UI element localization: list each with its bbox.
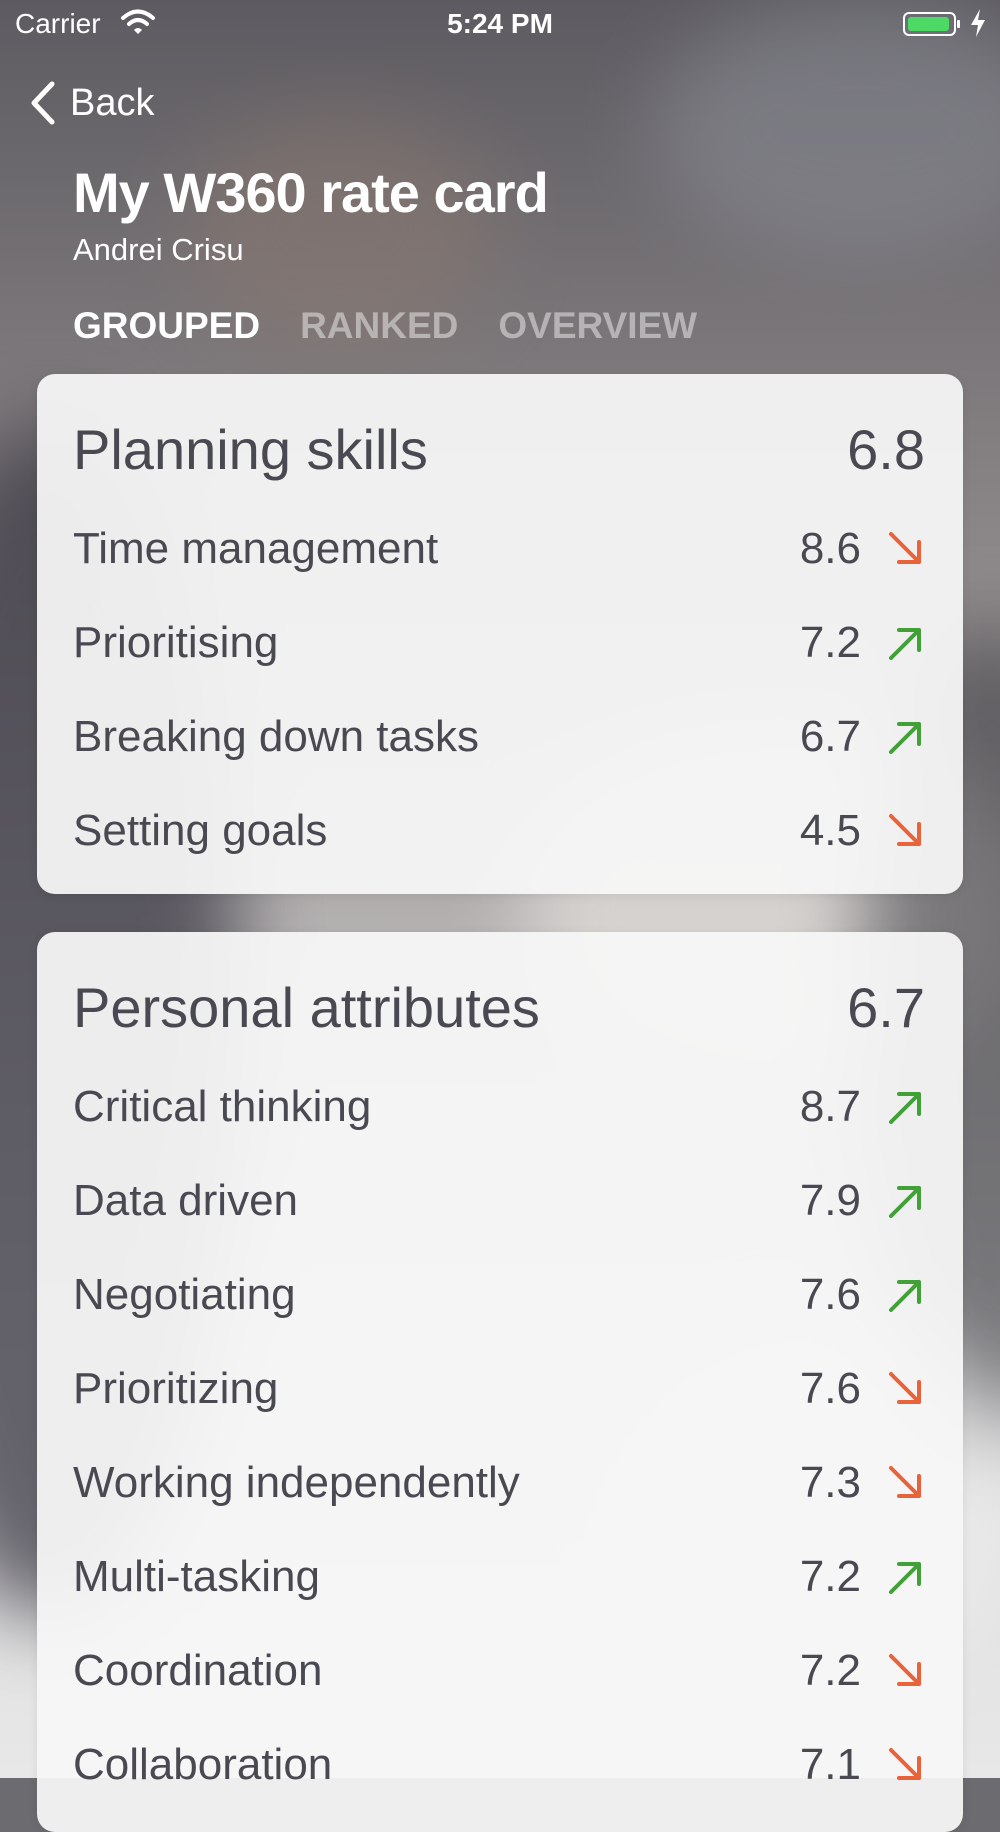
skill-row[interactable]: Breaking down tasks 6.7	[73, 690, 925, 784]
battery-icon	[903, 12, 960, 36]
chevron-left-icon	[31, 81, 55, 125]
trend-down-icon	[889, 1466, 921, 1498]
skill-row[interactable]: Coordination 7.2	[73, 1624, 925, 1718]
trend-down-icon	[889, 532, 921, 564]
view-tabs: GROUPED RANKED OVERVIEW	[73, 305, 697, 347]
skill-name: Negotiating	[73, 1270, 296, 1319]
skill-score: 7.3	[799, 1458, 861, 1507]
trend-up-icon	[889, 1186, 921, 1218]
tab-ranked[interactable]: RANKED	[300, 305, 459, 346]
status-time: 5:24 PM	[447, 8, 553, 39]
skill-name: Data driven	[73, 1176, 299, 1225]
back-button[interactable]: Back	[28, 78, 154, 128]
trend-down-icon	[889, 814, 921, 846]
skill-name: Critical thinking	[73, 1082, 372, 1131]
skill-name: Prioritizing	[73, 1364, 279, 1413]
skill-name: Setting goals	[73, 806, 328, 855]
skill-row[interactable]: Time management 8.6	[73, 502, 925, 596]
skill-score: 7.1	[799, 1740, 861, 1789]
group-score: 6.8	[847, 417, 925, 481]
skill-name: Working independently	[73, 1458, 520, 1507]
skill-row[interactable]: Collaboration 7.1	[73, 1718, 925, 1812]
group-card-planning-skills: Planning skills 6.8 Time management 8.6 …	[37, 374, 963, 894]
skill-row[interactable]: Prioritising 7.2	[73, 596, 925, 690]
trend-up-icon	[889, 722, 921, 754]
group-title: Personal attributes	[73, 975, 540, 1039]
skill-row[interactable]: Data driven 7.9	[73, 1154, 925, 1248]
skill-score: 7.6	[799, 1364, 861, 1413]
skill-row[interactable]: Critical thinking 8.7	[73, 1060, 925, 1154]
skill-row[interactable]: Setting goals 4.5	[73, 784, 925, 878]
skill-name: Time management	[73, 524, 439, 573]
skill-name: Multi-tasking	[73, 1552, 320, 1601]
skill-name: Prioritising	[73, 618, 279, 667]
skill-score: 7.9	[799, 1176, 861, 1225]
skill-score: 6.7	[799, 712, 861, 761]
skill-score: 7.6	[799, 1270, 861, 1319]
trend-up-icon	[889, 628, 921, 660]
skill-score: 7.2	[799, 1552, 861, 1601]
charging-bolt-icon	[971, 9, 985, 37]
trend-up-icon	[889, 1092, 921, 1124]
skill-name: Collaboration	[73, 1740, 333, 1789]
tab-overview[interactable]: OVERVIEW	[498, 305, 698, 346]
skill-row[interactable]: Working independently 7.3	[73, 1436, 925, 1530]
skill-score: 7.2	[799, 618, 861, 667]
group-header: Personal attributes 6.7	[73, 972, 925, 1042]
battery-level	[908, 17, 949, 31]
group-card-personal-attributes: Personal attributes 6.7 Critical thinkin…	[37, 932, 963, 1832]
trend-down-icon	[889, 1372, 921, 1404]
carrier-label: Carrier	[15, 8, 101, 39]
skill-score: 8.6	[799, 524, 861, 573]
skill-row[interactable]: Multi-tasking 7.2	[73, 1530, 925, 1624]
group-score: 6.7	[847, 975, 925, 1039]
skill-score: 7.2	[799, 1646, 861, 1695]
wifi-icon	[121, 9, 155, 34]
user-name: Andrei Crisu	[73, 232, 244, 267]
trend-up-icon	[889, 1562, 921, 1594]
group-header: Planning skills 6.8	[73, 414, 925, 484]
status-bar: Carrier 5:24 PM	[0, 0, 1000, 50]
trend-up-icon	[889, 1280, 921, 1312]
skill-score: 4.5	[799, 806, 861, 855]
skill-row[interactable]: Prioritizing 7.6	[73, 1342, 925, 1436]
skill-score: 8.7	[799, 1082, 861, 1131]
skill-row[interactable]: Negotiating 7.6	[73, 1248, 925, 1342]
trend-down-icon	[889, 1748, 921, 1780]
skill-name: Coordination	[73, 1646, 323, 1695]
trend-down-icon	[889, 1654, 921, 1686]
page-title: My W360 rate card	[73, 161, 549, 224]
back-label: Back	[70, 81, 155, 124]
skill-name: Breaking down tasks	[73, 712, 479, 761]
tab-grouped[interactable]: GROUPED	[73, 305, 261, 346]
group-title: Planning skills	[73, 417, 428, 481]
